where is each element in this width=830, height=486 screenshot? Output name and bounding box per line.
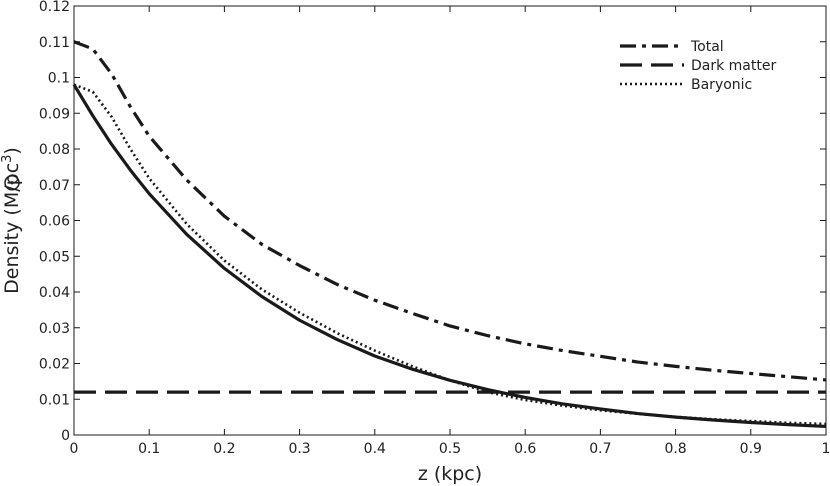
y-axis-label-part-1: Density (M [1, 192, 23, 294]
y-tick-label: 0.07 [39, 178, 70, 194]
y-tick-label: 0.02 [39, 357, 70, 373]
series-line-unlabeled-solid [72, 83, 827, 429]
series-line-baryonic [73, 83, 827, 426]
y-tick-label: 0.06 [39, 214, 70, 230]
legend-item-total: Total [620, 39, 724, 55]
x-tick-label: 0 [70, 441, 79, 457]
legend-item-dark-matter: Dark matter [620, 58, 776, 74]
x-tick-label: 0.6 [514, 441, 536, 457]
legend-item-baryonic: Baryonic [620, 77, 752, 93]
legend-label: Baryonic [691, 77, 752, 93]
x-tick-label: 1 [822, 441, 830, 457]
x-axis-label: z (kpc) [418, 463, 482, 485]
x-tick-label: 0.5 [439, 441, 461, 457]
series-layer [72, 40, 827, 429]
x-tick-label: 0.1 [138, 441, 160, 457]
y-tick-label: 0.03 [39, 321, 70, 337]
svg-text:Density (M/pc3): Density (M/pc3) [0, 147, 23, 294]
y-tick-label: 0.01 [39, 392, 70, 408]
ticks-layer: 0 0.1 0.2 0.3 0.4 0.5 0.6 0.7 0.8 0.9 1 0 0.01 0.02 0.… [39, 0, 830, 457]
y-tick-label: 0.05 [39, 249, 70, 265]
x-tick-label: 0.8 [664, 441, 686, 457]
legend-label: Total [690, 39, 724, 55]
legend: Total Dark matter Baryonic [620, 39, 776, 93]
x-tick-label: 0.4 [364, 441, 386, 457]
x-tick-label: 0.3 [288, 441, 310, 457]
y-axis-label: Density (M/pc3) [0, 147, 23, 294]
x-tick-label: 0.2 [213, 441, 235, 457]
y-tick-label: 0.09 [39, 106, 70, 122]
y-tick-label: 0.11 [39, 35, 70, 51]
x-tick-label: 0.7 [589, 441, 611, 457]
series-line-total [73, 40, 827, 382]
y-tick-label: 0.08 [39, 142, 70, 158]
legend-label: Dark matter [691, 58, 776, 74]
y-axis-label-part-2: /pc [1, 163, 23, 192]
y-tick-label: 0.04 [39, 285, 70, 301]
y-axis-label-exponent: 3 [0, 155, 15, 163]
y-tick-label: 0.1 [48, 71, 70, 87]
x-tick-label: 0.9 [740, 441, 762, 457]
y-tick-label: 0.12 [39, 0, 70, 15]
sun-symbol [4, 175, 20, 191]
y-axis-label-part-3: ) [1, 147, 23, 154]
y-tick-label: 0 [61, 428, 70, 444]
